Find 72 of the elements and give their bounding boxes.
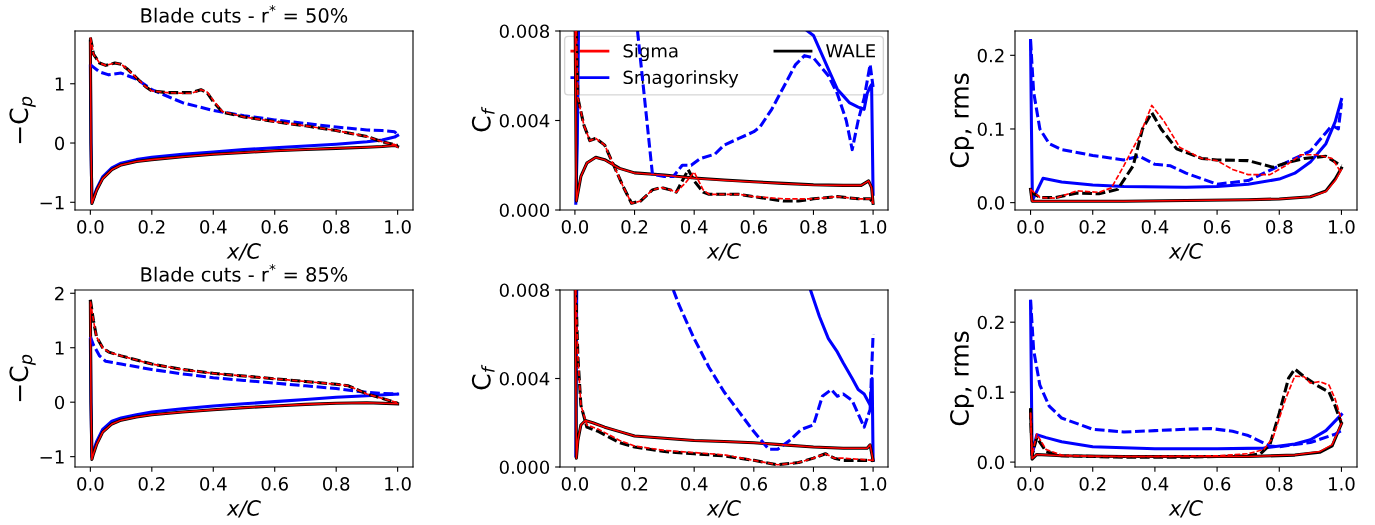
y-tick-label: 2 (55, 286, 64, 301)
y-tick-label: 1 (55, 77, 64, 91)
x-tick-label: 0.2 (138, 220, 165, 234)
y-axis-title: Cp, rms (950, 73, 974, 168)
y-tick-label: 0.1 (977, 122, 1004, 137)
x-tick-label: 0.6 (1203, 477, 1231, 491)
y-tick-label: 1 (55, 341, 64, 355)
y-tick-label: 0.000 (499, 460, 550, 475)
y-axis-title: C$_{f}$ (471, 106, 495, 132)
x-tick-label: 0.0 (561, 220, 589, 234)
x-tick-label: 0.2 (621, 220, 648, 234)
x-tick-label: 1.0 (860, 477, 887, 491)
x-tick-label: 0.6 (261, 220, 288, 234)
chart-title: Blade cuts - r$^{*}$ = 50% (141, 4, 348, 23)
y-tick-label: −1 (40, 195, 64, 210)
x-tick-label: 0.8 (800, 220, 827, 234)
x-tick-label: 0.8 (323, 220, 350, 234)
y-axis-title: Cp, rms (950, 331, 974, 426)
x-tick-label: 0.4 (681, 220, 708, 234)
x-tick-label: 0.0 (1017, 220, 1044, 234)
x-tick-label: 0.8 (800, 477, 827, 491)
y-tick-label: 0.0 (977, 455, 1005, 470)
y-tick-label: 0.2 (977, 315, 1004, 330)
y-tick-label: 0.2 (977, 48, 1004, 63)
x-axis-title: x/C (226, 243, 261, 261)
x-axis-title: x/C (226, 500, 261, 518)
y-tick-label: 0.008 (499, 283, 550, 298)
x-tick-label: 0.4 (681, 477, 708, 491)
y-tick-label: 0 (54, 395, 65, 410)
x-tick-label: 0.4 (1141, 220, 1169, 234)
x-tick-label: 0.8 (323, 477, 350, 491)
x-tick-label: 1.0 (860, 220, 887, 234)
x-tick-label: 0.6 (1203, 220, 1231, 234)
y-tick-label: 0.000 (499, 203, 550, 218)
y-axis-title: −C$_{p}$ (9, 354, 36, 402)
y-tick-label: 0 (54, 136, 65, 151)
x-tick-label: 0.6 (740, 220, 768, 234)
x-tick-label: 0.2 (621, 477, 648, 491)
x-tick-label: 1.0 (1329, 220, 1355, 234)
x-tick-label: 0.8 (1266, 477, 1293, 491)
x-tick-label: 1.0 (1329, 477, 1355, 491)
x-tick-label: 0.4 (200, 220, 227, 234)
y-tick-label: 0.0 (977, 196, 1005, 210)
x-tick-label: 0.0 (77, 477, 104, 491)
legend-label: WALE (826, 44, 875, 58)
x-tick-label: 0.2 (1079, 477, 1106, 491)
y-tick-label: 0.008 (499, 24, 550, 39)
x-tick-label: 0.2 (138, 477, 165, 491)
x-tick-label: 0.4 (1141, 477, 1169, 491)
x-tick-label: 0.0 (1017, 477, 1044, 491)
x-tick-label: 0.6 (740, 477, 768, 491)
x-tick-label: 0.0 (561, 477, 589, 491)
x-tick-label: 1.0 (385, 477, 411, 491)
x-axis-title: x/C (1168, 500, 1203, 518)
y-tick-label: 0.004 (499, 113, 550, 128)
x-axis-title: x/C (706, 243, 741, 261)
x-tick-label: 0.4 (200, 477, 227, 491)
chart-title: Blade cuts - r$^{*}$ = 85% (141, 263, 348, 282)
y-tick-label: 0.1 (977, 385, 1004, 400)
y-axis-title: −C$_{p}$ (9, 96, 36, 144)
y-axis-title: C$_{f}$ (471, 364, 495, 390)
x-tick-label: 0.8 (1266, 220, 1293, 234)
x-tick-label: 0.6 (261, 477, 288, 491)
y-tick-label: −1 (40, 450, 64, 464)
legend-label: Sigma (623, 43, 678, 62)
x-tick-label: 0.0 (77, 220, 104, 234)
legend-label: Smagorinsky (623, 70, 739, 88)
y-tick-label: 0.004 (499, 371, 550, 386)
x-tick-label: 1.0 (385, 220, 411, 234)
x-axis-title: x/C (1168, 243, 1203, 261)
x-tick-label: 0.2 (1079, 220, 1106, 234)
x-axis-title: x/C (706, 500, 741, 518)
